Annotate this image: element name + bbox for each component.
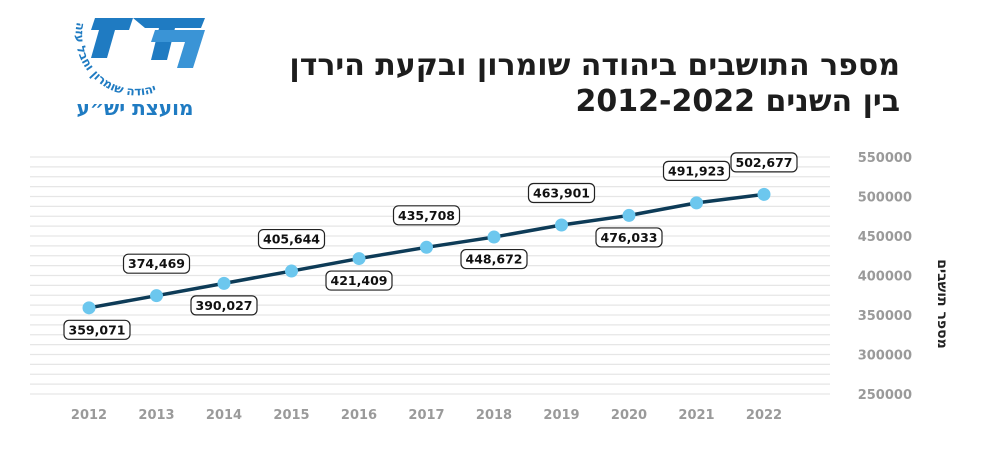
data-label: 421,409 [325,270,393,291]
data-label-box [595,227,663,248]
y-tick-label: 400000 [858,270,912,285]
y-axis-ticks: 250000 300000 350000 400000 450000 500000 5500… [858,151,912,403]
y-tick-label: 550000 [858,151,912,166]
x-axis-ticks: 2012 2013 2014 2015 2016 2017 2018 2019 2020 2021… [71,408,782,423]
data-label-box [122,253,191,274]
data-label-box [527,182,596,204]
data-point [150,289,163,303]
x-tick-label: 2014 [206,408,242,423]
x-tick-label: 2012 [71,408,107,423]
data-label: 502,677 [730,152,798,173]
x-tick-label: 2017 [408,408,444,423]
y-tick-label: 450000 [858,230,912,245]
data-point [555,218,568,232]
data-label-box [460,248,528,270]
data-label-text: 502,677 [736,155,793,170]
x-tick-label: 2022 [746,408,782,423]
data-label-text: 405,644 [263,232,320,247]
x-tick-label: 2021 [678,408,714,423]
data-point [487,230,501,244]
chart-title-line-2: בין השנים 2012-2022 [575,84,900,119]
data-point [622,208,636,222]
logo: יהודה שומרון וחבל עזה [72,18,205,99]
chart-title: מספר התושבים ביהודה שומרון ובקעת הירדן ב… [289,48,900,120]
data-label-box [190,295,258,316]
y-tick-label: 300000 [858,349,912,364]
data-label-box [730,152,798,173]
grid-lines [30,156,830,395]
logo-caption: מועצת יש״ע [76,96,194,120]
x-tick-label: 2013 [138,408,174,423]
data-label: 476,033 [595,227,663,248]
data-label: 448,672 [460,248,528,270]
data-label-text: 390,027 [196,298,253,313]
chart-title-line-1: מספר התושבים ביהודה שומרון ובקעת הירדן [289,48,900,83]
data-point [217,276,231,290]
y-axis-label: מספר תושבים [934,259,950,349]
x-tick-label: 2018 [476,408,512,423]
data-label-text: 435,708 [398,208,455,223]
data-label: 405,644 [257,228,326,250]
data-label-text: 359,071 [69,322,126,337]
data-markers [82,187,771,315]
x-tick-label: 2015 [273,408,309,423]
data-label: 390,027 [190,295,258,316]
data-labels: 359,071 374,469 390,027 405,644 421,409 435,7… [63,152,798,340]
data-label-text: 374,469 [128,256,185,271]
x-tick-label: 2020 [611,408,647,423]
logo-mark [91,18,205,68]
y-tick-label: 500000 [858,191,912,206]
data-label: 463,901 [527,182,596,204]
data-point [690,196,703,210]
data-label-text: 491,923 [668,163,725,178]
data-label-box [325,270,393,291]
data-label: 491,923 [662,160,731,181]
data-point [285,264,298,278]
data-point [352,252,366,266]
data-point [420,240,433,254]
data-point [757,187,771,201]
y-tick-label: 250000 [858,388,912,403]
y-tick-label: 350000 [858,309,912,324]
data-label-box [392,205,461,226]
x-tick-label: 2016 [341,408,377,423]
data-label: 435,708 [392,205,461,226]
data-label-text: 448,672 [466,252,523,267]
data-label-box [662,160,731,181]
data-label-box [63,319,131,340]
data-point [82,301,96,315]
data-label-text: 476,033 [601,230,658,245]
x-tick-label: 2019 [543,408,579,423]
data-label-text: 421,409 [331,273,388,288]
data-label-box [257,228,326,250]
data-label-text: 463,901 [533,186,590,201]
data-label: 374,469 [122,253,191,274]
data-label: 359,071 [63,319,131,340]
